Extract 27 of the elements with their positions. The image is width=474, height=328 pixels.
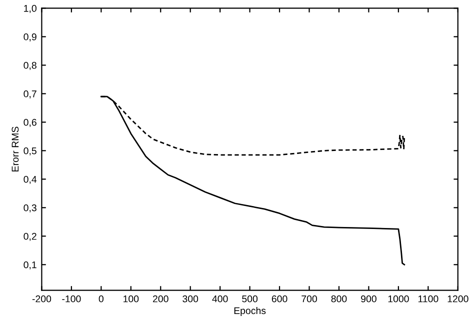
x-tick-label: 0	[98, 295, 104, 302]
x-tick-label: 700	[302, 295, 317, 302]
x-tick-label: 200	[153, 295, 168, 302]
x-tick-label: 600	[272, 295, 288, 302]
y-tick-label: 0,5	[24, 147, 36, 156]
y-tick-label: 0,8	[24, 62, 36, 70]
y-axis-title: Erorr RMS	[12, 126, 19, 172]
x-axis-title: Epochs	[234, 306, 266, 316]
x-tick-label: 1100	[418, 295, 438, 302]
y-tick-label: 0,9	[24, 33, 36, 42]
x-tick-label: 400	[212, 295, 228, 302]
x-tick-label: 800	[331, 295, 347, 302]
x-tick-label: 900	[361, 295, 376, 302]
x-tick-label: 100	[124, 295, 139, 302]
x-tick-label: 500	[242, 295, 258, 302]
y-tick-label: 0,6	[24, 118, 36, 127]
y-tick-label: 0,7	[24, 90, 36, 98]
x-tick-label: 1000	[388, 295, 409, 302]
x-tick-label: 1200	[448, 295, 468, 302]
x-tick-label: -100	[62, 295, 81, 302]
y-tick-label: 1,0	[24, 4, 36, 13]
y-tick-label: 0,1	[24, 261, 36, 270]
y-tick-label: 0,3	[24, 204, 36, 212]
x-tick-label: 300	[182, 295, 198, 302]
y-tick-label: 0,4	[24, 176, 37, 184]
y-tick-label: 0,2	[24, 232, 36, 241]
x-tick-label: -200	[32, 295, 52, 302]
